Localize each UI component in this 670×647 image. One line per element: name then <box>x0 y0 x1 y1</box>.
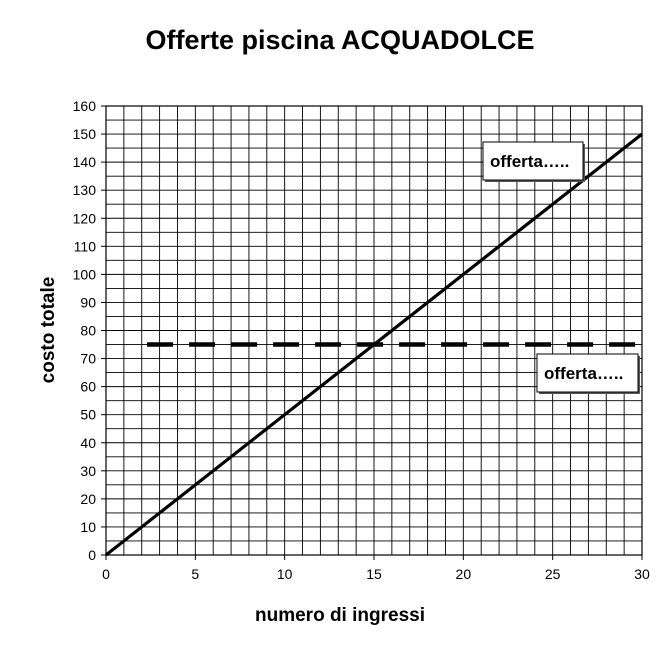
y-tick-label: 30 <box>80 463 96 479</box>
x-tick-label: 20 <box>456 566 472 582</box>
x-axis-label: numero di ingressi <box>255 605 425 626</box>
grid <box>105 105 643 556</box>
label-box <box>482 141 584 181</box>
y-axis-label: costo totale <box>38 277 59 384</box>
x-tick-label: 15 <box>366 566 382 582</box>
x-tick-label: 5 <box>191 566 199 582</box>
y-tick-label: 150 <box>73 126 97 142</box>
series-label-text: offerta….. <box>490 152 569 171</box>
y-tick-label: 130 <box>73 182 97 198</box>
y-tick-label: 0 <box>88 547 96 563</box>
y-tick-label: 100 <box>73 266 97 282</box>
y-tick-label: 10 <box>80 519 96 535</box>
series-label-text: offerta….. <box>544 364 623 383</box>
y-tick-label: 90 <box>80 294 96 310</box>
y-tick-label: 140 <box>73 154 97 170</box>
y-tick-label: 110 <box>74 238 97 254</box>
y-tick-label: 60 <box>80 379 96 395</box>
y-axis-ticks: 0 10 20 30 40 50 60 70 80 90 100 110 120 130 140 150 160 <box>73 98 106 563</box>
y-tick-label: 40 <box>80 435 96 451</box>
series-labels: offerta….. offerta….. <box>482 141 640 394</box>
series-label-box: offerta….. <box>482 141 585 182</box>
y-tick-label: 20 <box>80 491 96 507</box>
series-lines <box>105 132 643 557</box>
x-tick-label: 30 <box>634 566 650 582</box>
series-label-box: offerta….. <box>536 353 640 394</box>
y-tick-label: 80 <box>80 323 96 339</box>
x-tick-label: 0 <box>102 566 110 582</box>
y-tick-label: 160 <box>73 98 97 114</box>
x-axis-ticks: 0 5 10 15 20 25 30 <box>102 555 650 582</box>
x-tick-label: 25 <box>545 566 561 582</box>
chart-title: Offerte piscina ACQUADOLCE <box>145 25 534 55</box>
y-tick-label: 70 <box>80 351 96 367</box>
y-tick-label: 50 <box>80 407 96 423</box>
label-box <box>536 353 639 393</box>
x-tick-label: 10 <box>277 566 293 582</box>
y-tick-label: 120 <box>73 210 97 226</box>
